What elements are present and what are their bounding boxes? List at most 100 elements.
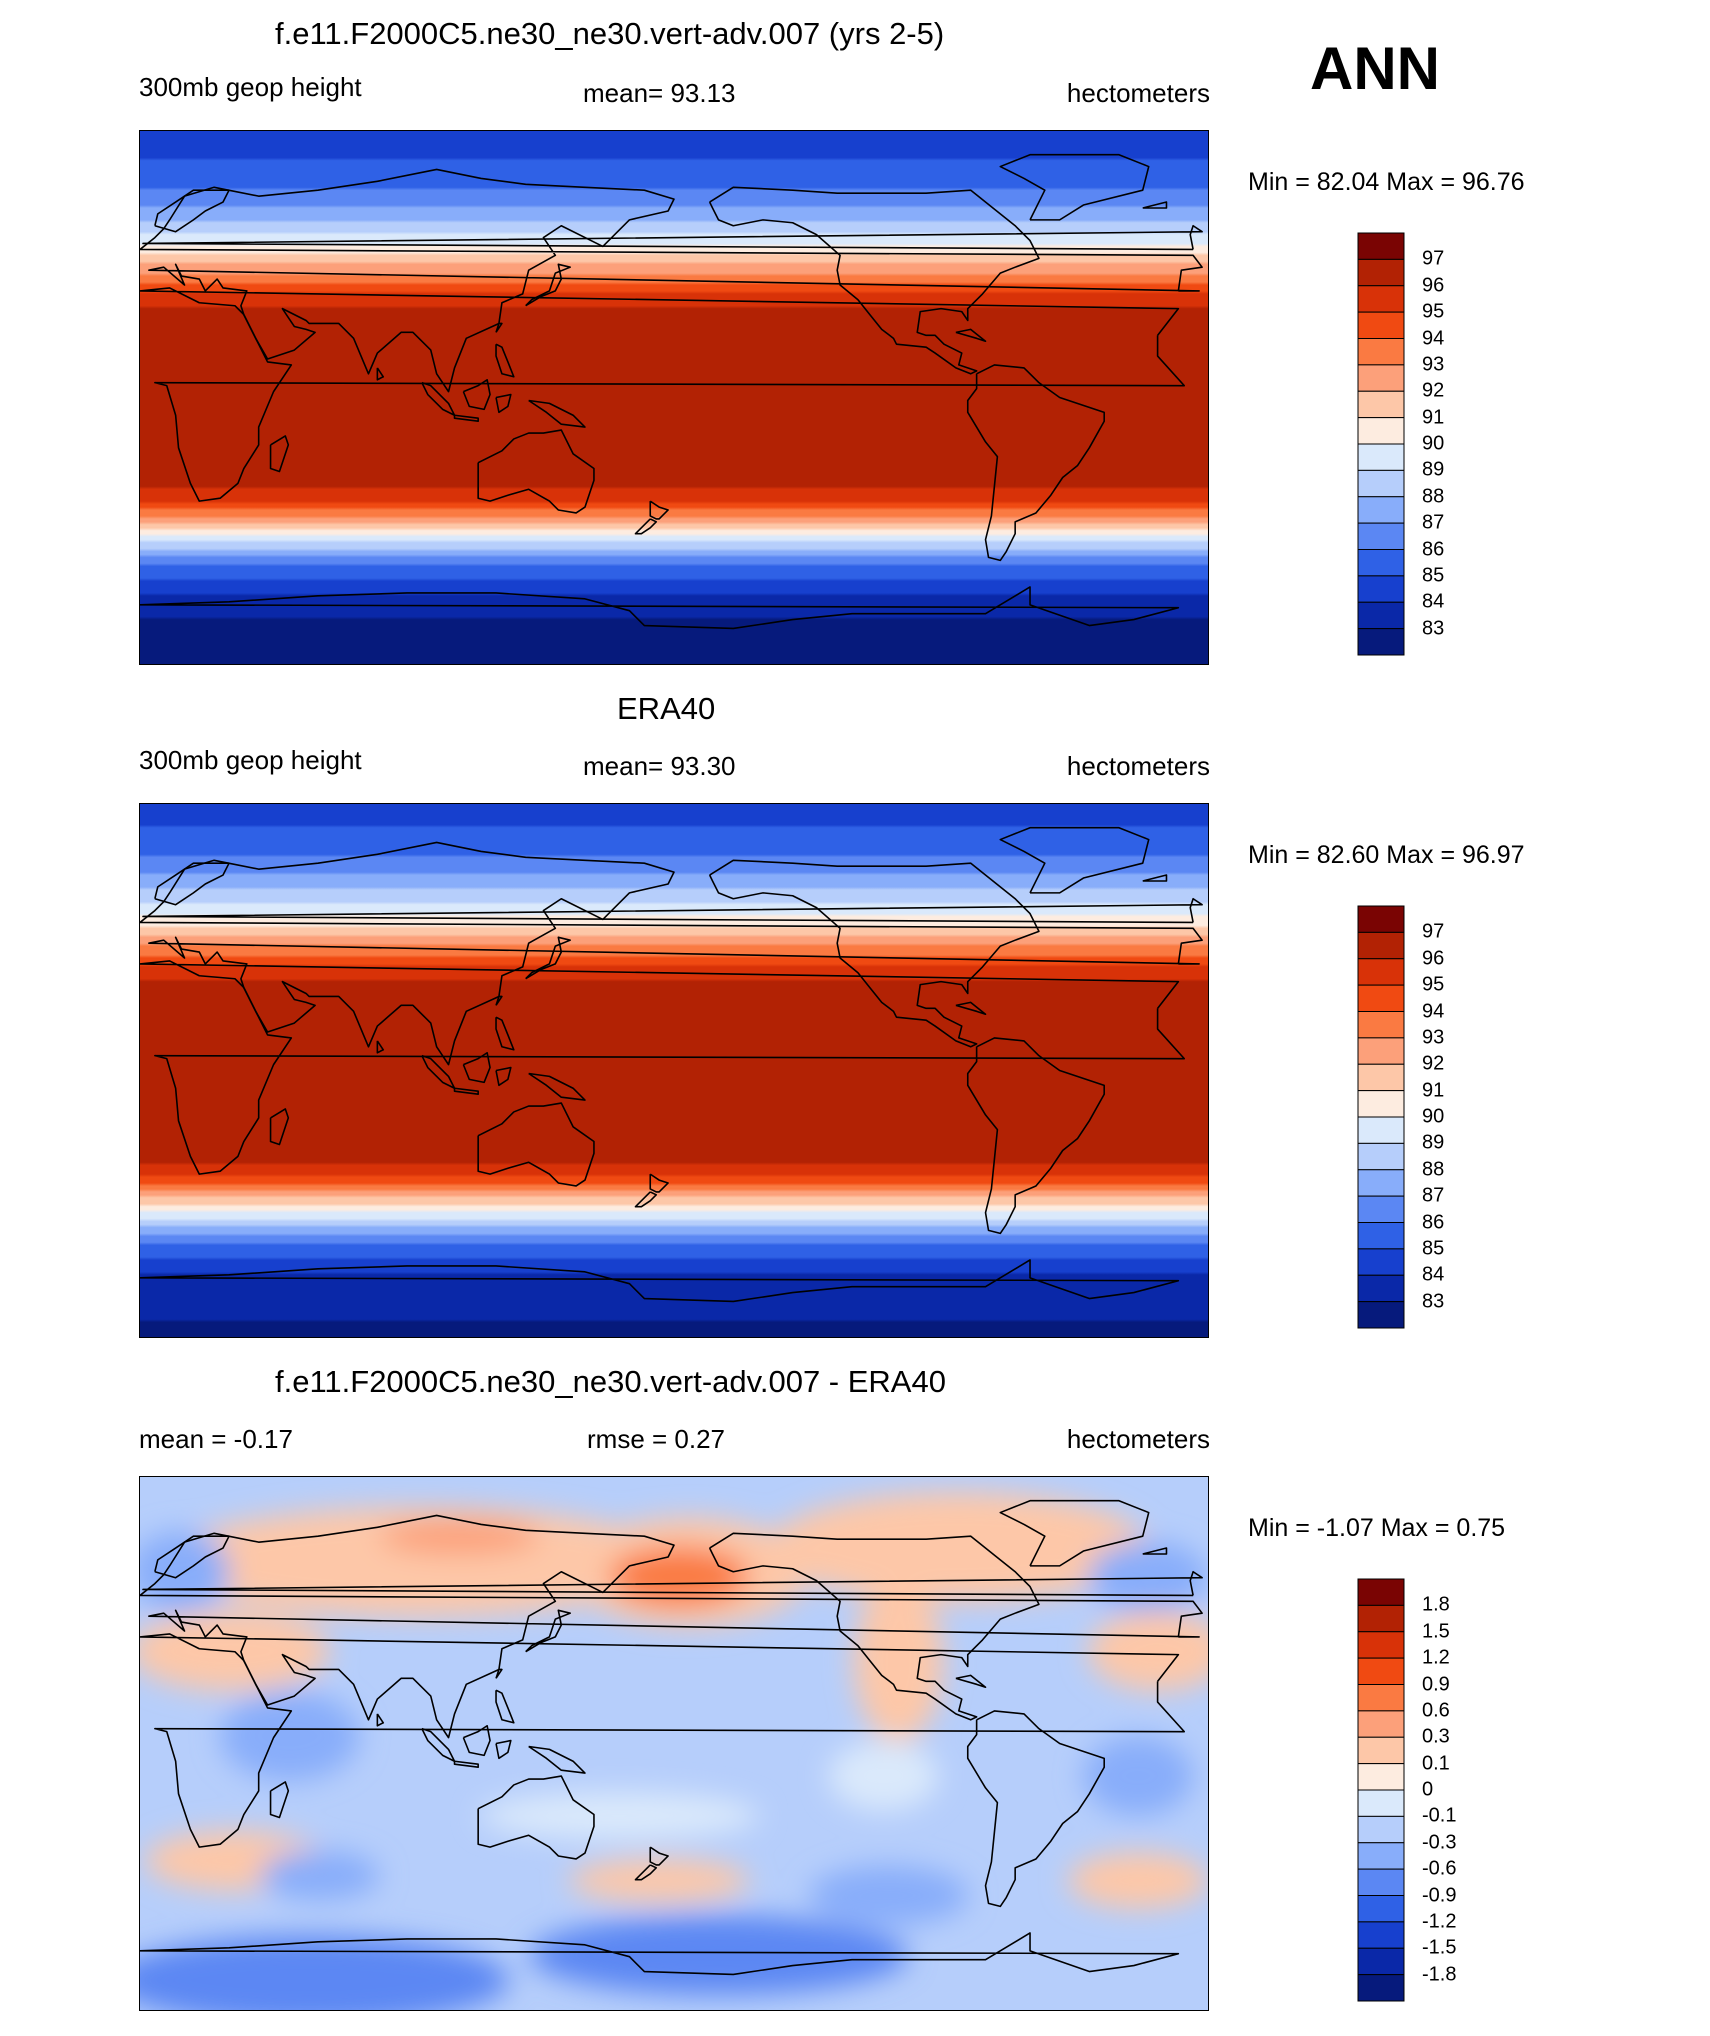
coastline xyxy=(154,189,230,233)
panel2-colorbar-box xyxy=(1357,958,1405,986)
coastline xyxy=(999,153,1150,221)
coastline xyxy=(525,936,571,980)
panel2-colorbar-label: 88 xyxy=(1422,1158,1445,1181)
panel2-units-label: hectometers xyxy=(1066,751,1210,781)
panel1-colorbar-box xyxy=(1357,311,1405,339)
panel3-colorbar-box xyxy=(1357,1921,1405,1949)
panel1-colorbar-box xyxy=(1357,522,1405,550)
panel3-colorbar-label: 0.6 xyxy=(1422,1699,1450,1722)
coastline xyxy=(528,1072,586,1101)
coastline xyxy=(1142,201,1168,209)
panel1-colorbar-label: 92 xyxy=(1422,379,1445,402)
coastline xyxy=(477,429,595,514)
panel3-colorbar-box xyxy=(1357,1631,1405,1659)
panel2-colorbar-box xyxy=(1357,1011,1405,1039)
panel3-colorbar: 1.8 1.5 1.2 0.9 0.6 0.3 0.1 0 -0.1 -0.3 -0.6 -0.9 -1… xyxy=(1357,1578,1456,2002)
panel1-colorbar-label: 87 xyxy=(1422,511,1445,534)
coastline xyxy=(495,322,503,333)
panel1-field xyxy=(140,131,1208,664)
panel3-colorbar-label: 0.9 xyxy=(1422,1673,1450,1695)
coastline xyxy=(140,586,1180,630)
coastline xyxy=(495,995,503,1006)
panel3-map xyxy=(139,1476,1209,2011)
panel2-colorbar-label: 92 xyxy=(1422,1052,1445,1075)
coastline xyxy=(462,378,491,411)
panel2-field xyxy=(140,804,1208,1337)
panel1-colorbar-label: 94 xyxy=(1422,327,1445,349)
panel1-colorbar-label: 84 xyxy=(1422,590,1445,613)
panel2-map xyxy=(139,803,1209,1338)
panel2-colorbar-label: 91 xyxy=(1422,1079,1445,1102)
panel2-colorbar-label: 93 xyxy=(1422,1026,1445,1049)
panel1-map xyxy=(139,130,1209,665)
coastline xyxy=(376,1040,385,1054)
coastline xyxy=(477,1102,595,1187)
panel3-colorbar-label: -1.2 xyxy=(1422,1910,1457,1933)
coastline xyxy=(477,1775,595,1860)
coastline xyxy=(140,960,1186,1175)
coastline xyxy=(142,1570,1203,1597)
panel2-colorbar-label: 95 xyxy=(1422,973,1445,996)
coastline xyxy=(708,186,1040,375)
coastline xyxy=(453,1760,479,1769)
coastline xyxy=(649,1173,669,1193)
panel2-colorbar: 97 96 95 94 93 92 91 90 89 88 87 86 85 84 83 xyxy=(1357,905,1444,1329)
coastline xyxy=(376,1713,385,1727)
coastline xyxy=(955,1001,987,1016)
coastline xyxy=(1142,874,1168,882)
coastline xyxy=(525,1609,571,1653)
panel3-colorbar-label: -0.3 xyxy=(1422,1831,1457,1854)
panel3-colorbar-label: -0.9 xyxy=(1422,1884,1457,1906)
panel1-colorbar-boxes xyxy=(1357,232,1405,656)
coastline xyxy=(462,1724,491,1757)
coastline xyxy=(421,1727,456,1763)
panel2-colorbar-box xyxy=(1357,1169,1405,1197)
coastline xyxy=(955,1674,987,1689)
coastline xyxy=(966,364,1105,562)
coastline xyxy=(495,1016,515,1051)
coastline xyxy=(142,897,1203,924)
coastline xyxy=(708,1532,1040,1721)
coastline xyxy=(453,1087,479,1096)
panel1-colorbar-label: 90 xyxy=(1422,432,1445,455)
coastline xyxy=(966,1710,1105,1908)
panel1-colorbar-label: 96 xyxy=(1422,274,1445,297)
panel1-colorbar-label: 86 xyxy=(1422,538,1445,560)
coastline xyxy=(140,168,1203,393)
coastline xyxy=(495,1066,512,1087)
panel2-colorbar-label: 89 xyxy=(1422,1131,1445,1154)
coastline xyxy=(453,414,479,423)
panel1-colorbar-box xyxy=(1357,285,1405,313)
panel3-colorbar-box xyxy=(1357,1684,1405,1712)
panel3-colorbar-label: 1.5 xyxy=(1422,1620,1450,1643)
panel2-colorbar-box xyxy=(1357,1301,1405,1329)
panel2-mean-label: mean= 93.30 xyxy=(583,751,736,781)
panel3-colorbar-box xyxy=(1357,1578,1405,1606)
panel3-colorbar-label: 0 xyxy=(1422,1778,1434,1801)
coastline xyxy=(140,1633,1186,1848)
coastline xyxy=(955,328,987,343)
coastline xyxy=(1142,1547,1168,1555)
panel2-colorbar-label: 83 xyxy=(1422,1290,1445,1313)
panel3-mean-label: mean = -0.17 xyxy=(139,1424,293,1454)
panel1-variable-label: 300mb geop height xyxy=(139,72,362,102)
panel1-units-label: hectometers xyxy=(1066,78,1210,108)
panel2-title: ERA40 xyxy=(617,691,716,726)
panel3-colorbar-box xyxy=(1357,1895,1405,1923)
panel3-colorbar-box xyxy=(1357,1763,1405,1791)
coastline xyxy=(142,224,1203,251)
coastline xyxy=(634,1191,658,1208)
coastline xyxy=(525,263,571,307)
panel3-colorbar-label: -0.1 xyxy=(1422,1804,1457,1827)
panel1-colorbar-label: 93 xyxy=(1422,353,1445,376)
panel2-colorbar-label: 86 xyxy=(1422,1211,1445,1233)
panel1-colorbar-box xyxy=(1357,390,1405,419)
panel2-colorbar-label: 84 xyxy=(1422,1263,1445,1286)
panel3-colorbar-label: 1.2 xyxy=(1422,1646,1450,1669)
panel3-anomalies xyxy=(140,1491,1208,2010)
panel1-colorbar-box xyxy=(1357,549,1405,577)
coastline xyxy=(495,1739,512,1760)
panel1-colorbar-box xyxy=(1357,338,1405,366)
panel1-colorbar-label: 91 xyxy=(1422,406,1445,429)
coastline xyxy=(999,1499,1150,1567)
